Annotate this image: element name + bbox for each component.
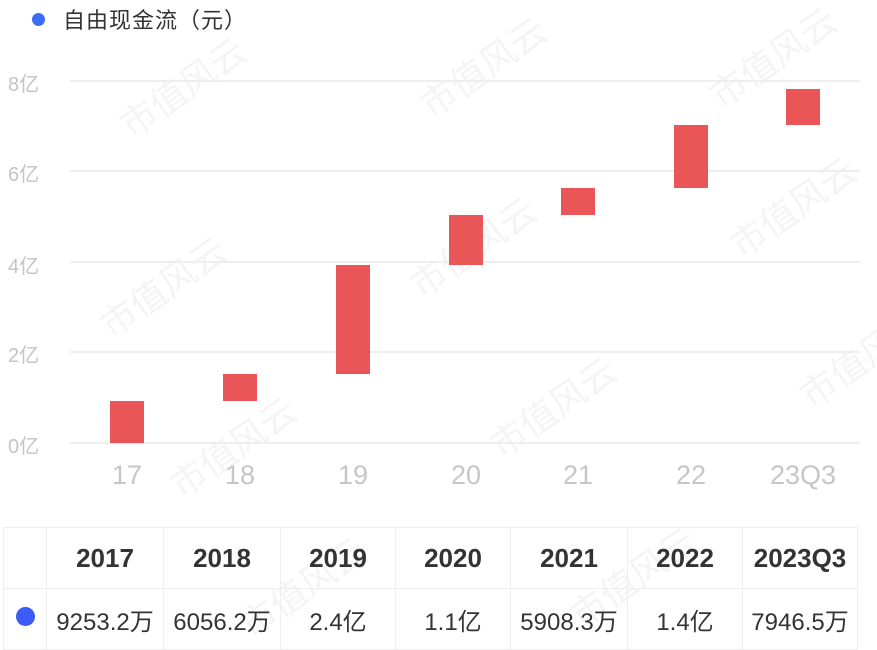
- grid-line: [70, 442, 860, 444]
- legend-label: 自由现金流（元）: [63, 9, 248, 34]
- waterfall-bar[interactable]: [449, 214, 483, 266]
- table-cell: 1.1亿: [395, 588, 511, 650]
- grid-line: [70, 351, 860, 353]
- table-header-cell: 2022: [627, 527, 743, 589]
- table-cell: 2.4亿: [280, 588, 396, 650]
- watermark: 市值风云: [788, 293, 877, 418]
- table-header-cell: 2020: [395, 527, 511, 589]
- watermark: 市值风云: [718, 143, 866, 268]
- grid-line: [70, 80, 860, 82]
- waterfall-bar[interactable]: [674, 124, 708, 189]
- table-cell: 7946.5万: [742, 588, 858, 650]
- watermark: 市值风云: [88, 223, 236, 348]
- legend-dot-icon: [32, 12, 45, 26]
- table-header-cell: 2017: [46, 527, 164, 589]
- watermark: 市值风云: [478, 343, 626, 468]
- y-tick: 4亿: [8, 256, 40, 278]
- table-corner-cell: [3, 527, 47, 589]
- grid-line: [70, 170, 860, 172]
- waterfall-bar[interactable]: [336, 265, 370, 374]
- watermark: 市值风云: [108, 23, 256, 148]
- table-header-cell: 2018: [163, 527, 281, 589]
- y-tick: 2亿: [8, 345, 40, 367]
- watermark: 市值风云: [698, 0, 846, 119]
- table-row: 9253.2万 6056.2万 2.4亿 1.1亿 5908.3万 1.4亿 7…: [3, 588, 858, 650]
- table-header-cell: 2021: [510, 527, 628, 589]
- table-header-cell: 2019: [280, 527, 396, 589]
- chart-legend[interactable]: 自由现金流（元）: [32, 4, 247, 34]
- table-cell: 1.4亿: [627, 588, 743, 650]
- x-tick: 21: [562, 460, 594, 490]
- y-tick: 8亿: [8, 74, 40, 96]
- waterfall-bar[interactable]: [561, 188, 595, 215]
- waterfall-bar[interactable]: [110, 400, 144, 443]
- x-tick: 19: [337, 460, 369, 490]
- data-table: 2017 2018 2019 2020 2021 2022 2023Q3 925…: [3, 527, 858, 650]
- table-cell: 6056.2万: [163, 588, 281, 650]
- watermark: 市值风云: [408, 3, 556, 128]
- series-marker-cell: [3, 588, 47, 650]
- x-tick: 20: [450, 460, 482, 490]
- x-tick: 22: [675, 460, 707, 490]
- y-tick: 0亿: [8, 436, 40, 458]
- series-dot-icon: [15, 607, 35, 626]
- x-tick: 18: [224, 460, 256, 490]
- waterfall-bar[interactable]: [786, 88, 820, 125]
- table-cell: 5908.3万: [510, 588, 628, 650]
- x-tick: 17: [111, 460, 143, 490]
- y-tick: 6亿: [8, 164, 40, 186]
- x-tick: 23Q3: [769, 460, 837, 490]
- waterfall-bar[interactable]: [223, 373, 257, 401]
- table-header-row: 2017 2018 2019 2020 2021 2022 2023Q3: [3, 527, 858, 589]
- table-header-cell: 2023Q3: [742, 527, 858, 589]
- table-cell: 9253.2万: [46, 588, 164, 650]
